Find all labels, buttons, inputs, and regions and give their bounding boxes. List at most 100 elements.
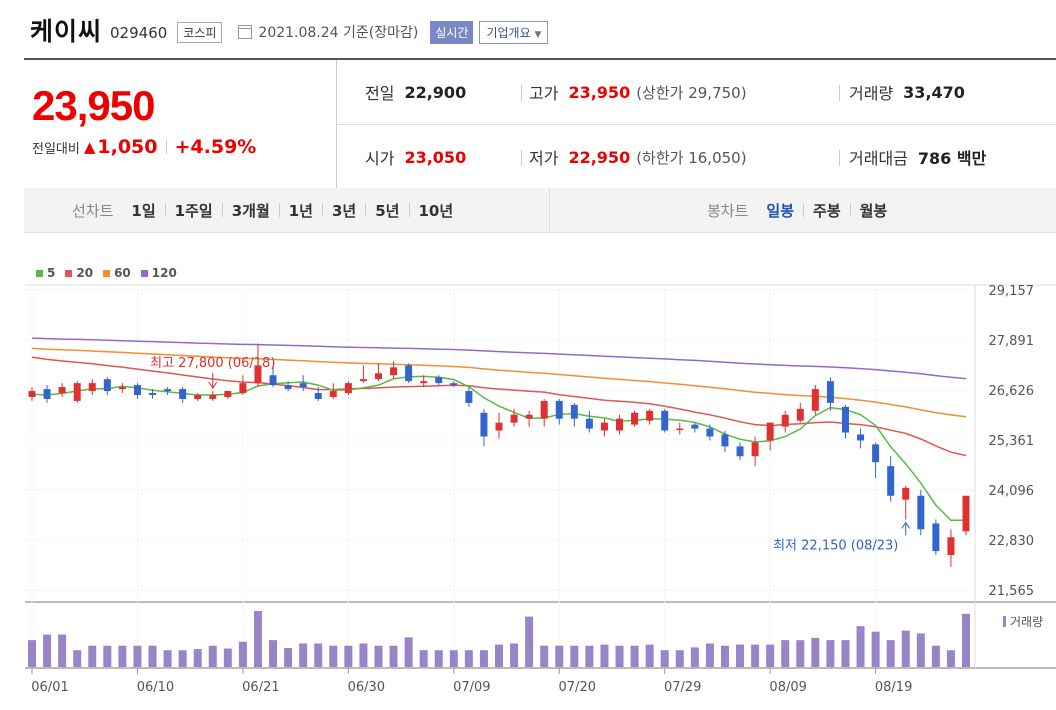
tab-3y[interactable]: 3년 — [332, 201, 357, 220]
candle-body — [570, 404, 578, 419]
candle-body — [314, 393, 322, 399]
volume-label: 거래량 — [849, 84, 894, 103]
y-tick-label: 27,891 — [989, 334, 1035, 349]
volume-bar — [269, 640, 278, 667]
candle-body — [721, 434, 729, 447]
candle-body — [149, 393, 157, 395]
change-label: 전일대비 — [32, 141, 80, 157]
volume-bar — [314, 643, 323, 667]
x-tick-label: 06/30 — [348, 680, 385, 695]
y-tick-label: 24,096 — [989, 484, 1035, 499]
trade-amount: 거래대금 786 백만 — [849, 125, 986, 189]
market-badge: 코스피 — [177, 21, 223, 43]
line-chart-tabs: 선차트 1일 1주일 3개월 1년 3년 5년 10년 — [72, 188, 453, 232]
candle-body — [872, 444, 880, 463]
divider — [839, 85, 840, 101]
volume-bar — [118, 645, 127, 667]
candle-body — [646, 410, 654, 421]
upper-limit: (상한가 29,750) — [636, 83, 747, 102]
low-annotation: 최저 22,150 (08/23) — [773, 538, 898, 553]
volume-bar — [58, 634, 67, 667]
x-tick-label: 08/19 — [875, 680, 912, 695]
tab-5y[interactable]: 5년 — [375, 201, 400, 220]
volume-label: 거래량 — [1010, 615, 1043, 629]
volume-bar — [419, 650, 428, 667]
stock-code: 029460 — [110, 24, 168, 42]
volume-bar — [329, 645, 338, 667]
candle-body — [88, 383, 96, 392]
tab-1d[interactable]: 1일 — [131, 201, 156, 220]
volume-bar — [148, 645, 157, 667]
volume-bar — [751, 644, 760, 667]
y-tick-label: 29,157 — [989, 284, 1035, 299]
volume-bar — [525, 616, 534, 667]
volume-bar — [510, 643, 519, 667]
y-tick-label: 25,361 — [989, 434, 1035, 449]
candle-body — [28, 391, 36, 397]
candle-chart-title: 봉차트 — [707, 201, 749, 220]
volume-bar — [73, 650, 82, 667]
quote-date-text: 2021.08.24 기준(장마감) — [258, 25, 419, 41]
volume-bar — [479, 650, 488, 667]
quote-row-2: 시가 23,050 저가 22,950 (하한가 16,050) 거래대금 786 백만 — [337, 124, 1056, 189]
candle-body — [751, 442, 759, 457]
price-change: 전일대비 ▲ 1,050 +4.59% — [32, 136, 256, 158]
up-triangle-icon: ▲ — [83, 138, 96, 156]
volume-bar — [223, 648, 232, 667]
tab-weekly[interactable]: 주봉 — [813, 201, 841, 220]
volume-bar — [570, 645, 579, 667]
candle-body — [585, 418, 593, 429]
ma5-line — [31, 375, 966, 522]
candle-body — [525, 414, 533, 419]
candle-body — [329, 391, 337, 397]
x-tick-label: 06/21 — [242, 680, 279, 695]
amount-label: 거래대금 — [849, 149, 908, 168]
candle-body — [706, 428, 714, 437]
change-amount: 1,050 — [97, 136, 158, 158]
volume-bar — [645, 644, 654, 667]
legend-label: 5 — [47, 266, 56, 280]
volume-bar — [856, 626, 865, 667]
candle-body — [103, 379, 111, 392]
amount-value: 786 백만 — [917, 149, 987, 168]
tab-1y[interactable]: 1년 — [288, 201, 313, 220]
candle-body — [58, 387, 66, 394]
x-tick-label: 07/20 — [559, 680, 596, 695]
candle-body — [133, 385, 141, 395]
volume-bar — [630, 645, 639, 667]
ma20-line — [31, 356, 967, 457]
y-tick-label: 26,626 — [989, 384, 1035, 399]
divider — [521, 85, 522, 101]
prev-value: 22,900 — [404, 82, 467, 102]
volume-bar — [434, 650, 443, 667]
volume-bar — [736, 644, 745, 667]
high-arrow-head — [208, 381, 218, 389]
candle-body — [254, 365, 262, 384]
company-info-dropdown[interactable]: 기업개요 ▼ — [479, 20, 549, 44]
divider — [521, 150, 522, 166]
volume-bar — [389, 645, 398, 667]
divider — [549, 188, 550, 232]
x-tick-label: 08/09 — [769, 680, 806, 695]
volume-bar — [916, 633, 925, 667]
divider — [322, 203, 323, 217]
legend-label: 60 — [114, 266, 131, 280]
candle-body — [796, 408, 804, 421]
volume-bar — [103, 645, 112, 667]
tab-monthly[interactable]: 월봉 — [859, 201, 888, 220]
realtime-button[interactable]: 실시간 — [430, 20, 474, 44]
candle-body — [691, 424, 699, 429]
tab-1w[interactable]: 1주일 — [174, 201, 213, 220]
volume-bar — [208, 645, 217, 667]
candle-body — [405, 365, 413, 382]
tab-daily[interactable]: 일봉 — [766, 201, 795, 220]
tab-10y[interactable]: 10년 — [418, 201, 454, 220]
prev-close: 전일 22,900 — [365, 60, 466, 124]
volume-bar — [675, 650, 684, 667]
chart-legend: 5 20 60 120 — [36, 266, 187, 280]
divider — [849, 203, 851, 217]
candle-body — [390, 367, 398, 376]
tab-3m[interactable]: 3개월 — [231, 201, 270, 220]
candle-body — [917, 495, 925, 530]
volume-bar — [555, 645, 564, 667]
